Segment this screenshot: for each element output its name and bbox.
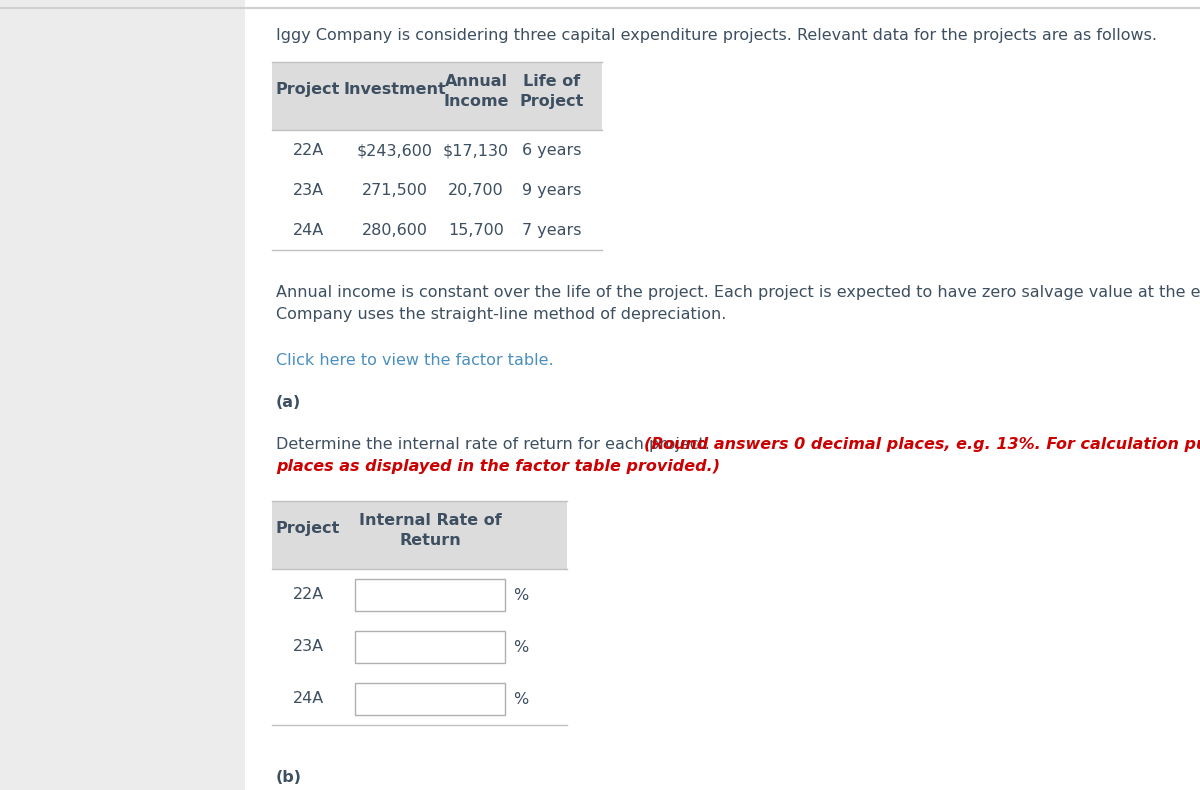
Text: Project: Project bbox=[276, 82, 340, 97]
Text: 24A: 24A bbox=[293, 691, 324, 706]
FancyBboxPatch shape bbox=[355, 579, 505, 611]
Text: (b): (b) bbox=[276, 770, 302, 785]
Text: %: % bbox=[514, 691, 528, 706]
Text: 15,700: 15,700 bbox=[448, 223, 504, 238]
FancyBboxPatch shape bbox=[272, 62, 602, 130]
Text: %: % bbox=[514, 639, 528, 654]
Text: Investment: Investment bbox=[343, 82, 446, 97]
Text: 22A: 22A bbox=[293, 587, 324, 602]
Text: (a): (a) bbox=[276, 395, 301, 410]
Text: Life of: Life of bbox=[523, 74, 581, 89]
FancyBboxPatch shape bbox=[245, 0, 1200, 790]
Text: Click here to view the factor table.: Click here to view the factor table. bbox=[276, 353, 553, 368]
Text: 9 years: 9 years bbox=[522, 183, 582, 198]
Text: 6 years: 6 years bbox=[522, 143, 582, 158]
Text: $243,600: $243,600 bbox=[358, 143, 433, 158]
Text: 23A: 23A bbox=[293, 183, 324, 198]
Text: Iggy Company is considering three capital expenditure projects. Relevant data fo: Iggy Company is considering three capita… bbox=[276, 28, 1157, 43]
FancyBboxPatch shape bbox=[355, 631, 505, 663]
Text: %: % bbox=[514, 588, 528, 603]
Text: Income: Income bbox=[443, 94, 509, 109]
Text: Return: Return bbox=[400, 533, 461, 548]
FancyBboxPatch shape bbox=[355, 683, 505, 715]
FancyBboxPatch shape bbox=[272, 501, 568, 569]
Text: Determine the internal rate of return for each project.: Determine the internal rate of return fo… bbox=[276, 437, 715, 452]
Text: (Round answers 0 decimal places, e.g. 13%. For calculation purposes, use 5 decim: (Round answers 0 decimal places, e.g. 13… bbox=[644, 437, 1200, 452]
Text: 271,500: 271,500 bbox=[362, 183, 428, 198]
Text: 22A: 22A bbox=[293, 143, 324, 158]
Text: Annual income is constant over the life of the project. Each project is expected: Annual income is constant over the life … bbox=[276, 285, 1200, 322]
Text: 20,700: 20,700 bbox=[448, 183, 504, 198]
Text: $17,130: $17,130 bbox=[443, 143, 509, 158]
Text: 24A: 24A bbox=[293, 223, 324, 238]
Text: Project: Project bbox=[520, 94, 584, 109]
Text: Internal Rate of: Internal Rate of bbox=[359, 513, 502, 528]
Text: Project: Project bbox=[276, 521, 340, 536]
Text: places as displayed in the factor table provided.): places as displayed in the factor table … bbox=[276, 459, 720, 474]
Text: 7 years: 7 years bbox=[522, 223, 582, 238]
Text: 280,600: 280,600 bbox=[362, 223, 428, 238]
Text: 23A: 23A bbox=[293, 639, 324, 654]
Text: Annual: Annual bbox=[444, 74, 508, 89]
